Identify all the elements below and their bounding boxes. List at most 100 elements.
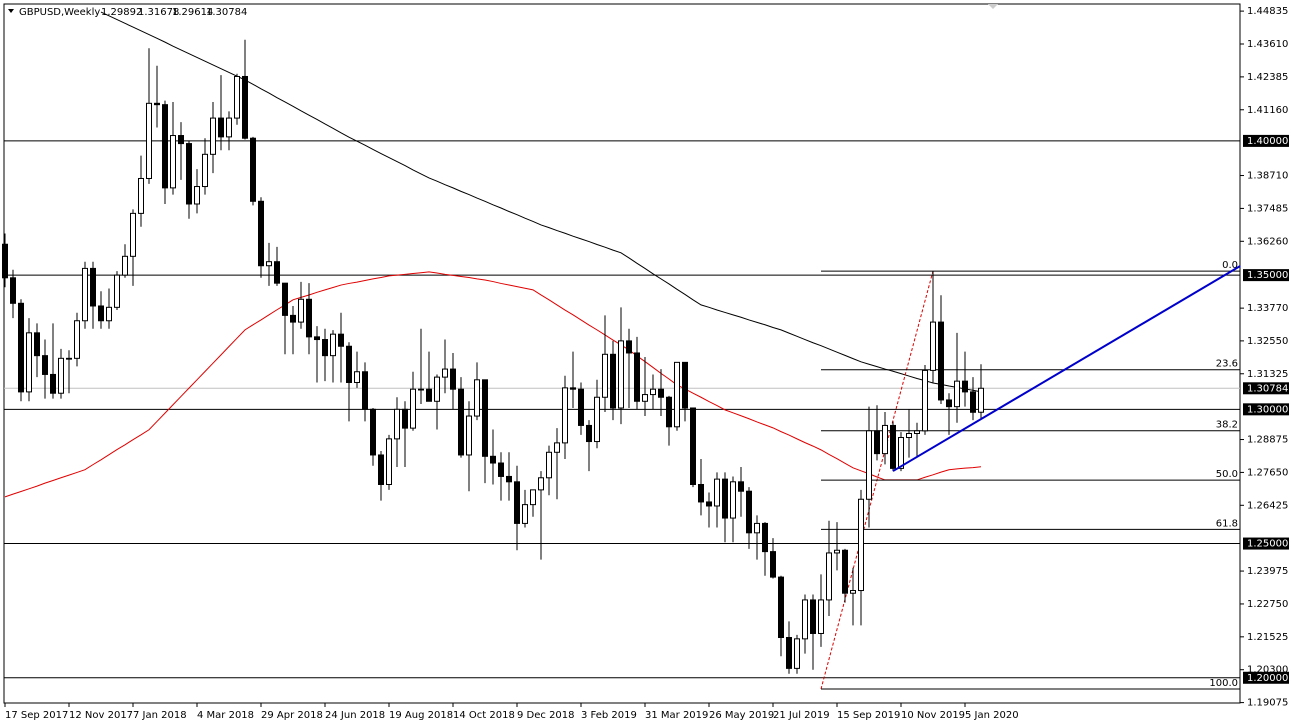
candle-body bbox=[386, 438, 392, 485]
candle-body bbox=[546, 451, 552, 479]
candle-body bbox=[562, 387, 568, 444]
candle-body bbox=[978, 387, 984, 413]
candle-body bbox=[762, 522, 768, 553]
candle-body bbox=[282, 282, 288, 316]
candle-body bbox=[74, 320, 80, 359]
level-label: 1.35000 bbox=[1247, 270, 1288, 281]
candle-body bbox=[914, 430, 920, 434]
candle-body bbox=[898, 437, 904, 469]
candle-body bbox=[970, 391, 976, 413]
candle-body bbox=[938, 321, 944, 401]
candle-body bbox=[802, 599, 808, 640]
level-box bbox=[1243, 269, 1289, 282]
candle-body bbox=[650, 388, 656, 396]
x-tick-label: 19 Aug 2018 bbox=[389, 710, 453, 721]
header-high: 1.31678 bbox=[138, 7, 179, 18]
candle-body bbox=[290, 314, 296, 323]
candle-body bbox=[906, 432, 912, 439]
candle-body bbox=[794, 638, 800, 669]
candle-body bbox=[538, 477, 544, 491]
candle-body bbox=[210, 117, 216, 155]
y-tick-label: 1.32550 bbox=[1247, 336, 1288, 347]
candle-body bbox=[506, 475, 512, 483]
x-tick-label: 7 Jan 2018 bbox=[133, 710, 187, 721]
x-tick-label: 10 Nov 2019 bbox=[901, 710, 965, 721]
candle-body bbox=[754, 522, 760, 534]
menu-arrow[interactable] bbox=[8, 9, 14, 13]
candle-body bbox=[242, 75, 248, 139]
candle-body bbox=[218, 117, 224, 138]
level-label: 1.40000 bbox=[1247, 136, 1288, 147]
x-tick-label: 26 May 2019 bbox=[709, 710, 774, 721]
fib-label: 61.8 bbox=[1216, 518, 1238, 529]
candle-body bbox=[274, 261, 280, 284]
candle-body bbox=[434, 376, 440, 402]
candle-body bbox=[314, 336, 320, 341]
candle-body bbox=[138, 177, 144, 214]
header-open: 1.29892 bbox=[101, 7, 142, 18]
candle-body bbox=[194, 186, 200, 205]
candle-body bbox=[834, 549, 840, 554]
candle-body bbox=[658, 388, 664, 398]
current-price-label: 1.30784 bbox=[1247, 383, 1288, 394]
x-tick-label: 24 Jun 2018 bbox=[325, 710, 385, 721]
candle-body bbox=[418, 388, 424, 391]
level-box bbox=[1243, 671, 1289, 684]
candle-body bbox=[306, 298, 312, 338]
candle-body bbox=[234, 75, 240, 119]
candle-body bbox=[130, 212, 136, 257]
header-low: 1.29614 bbox=[172, 7, 213, 18]
level-box bbox=[1243, 537, 1289, 550]
candle-body bbox=[122, 255, 128, 276]
candle-body bbox=[346, 345, 352, 383]
candle-body bbox=[370, 408, 376, 456]
y-tick-label: 1.44835 bbox=[1247, 6, 1288, 17]
y-tick-label: 1.23975 bbox=[1247, 566, 1288, 577]
candle-body bbox=[442, 368, 448, 378]
candle-body bbox=[34, 332, 40, 357]
x-tick-label: 12 Nov 2017 bbox=[69, 710, 133, 721]
level-box bbox=[1243, 403, 1289, 416]
candle-body bbox=[18, 302, 24, 393]
level-label: 1.20000 bbox=[1247, 673, 1288, 684]
y-tick-label: 1.31325 bbox=[1247, 369, 1288, 380]
candle-body bbox=[410, 388, 416, 429]
candle-body bbox=[722, 478, 728, 519]
candle-body bbox=[610, 353, 616, 409]
candle-body bbox=[42, 355, 48, 375]
candle-body bbox=[10, 277, 16, 304]
candle-body bbox=[146, 102, 152, 179]
candle-body bbox=[498, 462, 504, 477]
x-tick-label: 14 Oct 2018 bbox=[453, 710, 515, 721]
x-tick-label: 3 Feb 2019 bbox=[581, 710, 637, 721]
fib-label: 100.0 bbox=[1209, 678, 1238, 689]
candle-body bbox=[842, 549, 848, 594]
candle-body bbox=[954, 380, 960, 408]
candle-body bbox=[714, 478, 720, 507]
candle-body bbox=[338, 333, 344, 347]
candle-body bbox=[770, 551, 776, 578]
candle-body bbox=[858, 498, 864, 592]
candle-body bbox=[466, 415, 472, 456]
candle-body bbox=[818, 599, 824, 634]
candle-body bbox=[706, 501, 712, 507]
moving-average bbox=[4, 271, 982, 498]
candle-body bbox=[522, 504, 528, 524]
y-tick-label: 1.28875 bbox=[1247, 435, 1288, 446]
current-price-box bbox=[1243, 382, 1289, 395]
candle-body bbox=[698, 483, 704, 503]
x-tick-label: 4 Mar 2018 bbox=[197, 710, 254, 721]
x-tick-label: 9 Dec 2018 bbox=[517, 710, 575, 721]
candle-body bbox=[98, 305, 104, 322]
candle-body bbox=[626, 340, 632, 354]
y-tick-label: 1.21525 bbox=[1247, 632, 1288, 643]
candle-body bbox=[866, 430, 872, 500]
y-tick-label: 1.27650 bbox=[1247, 467, 1288, 478]
y-tick-label: 1.38710 bbox=[1247, 171, 1288, 182]
fib-label: 38.2 bbox=[1216, 420, 1238, 431]
candle-body bbox=[322, 339, 328, 357]
candle-body bbox=[962, 380, 968, 393]
candle-body bbox=[930, 321, 936, 371]
candle-body bbox=[890, 424, 896, 469]
candle-body bbox=[810, 599, 816, 634]
